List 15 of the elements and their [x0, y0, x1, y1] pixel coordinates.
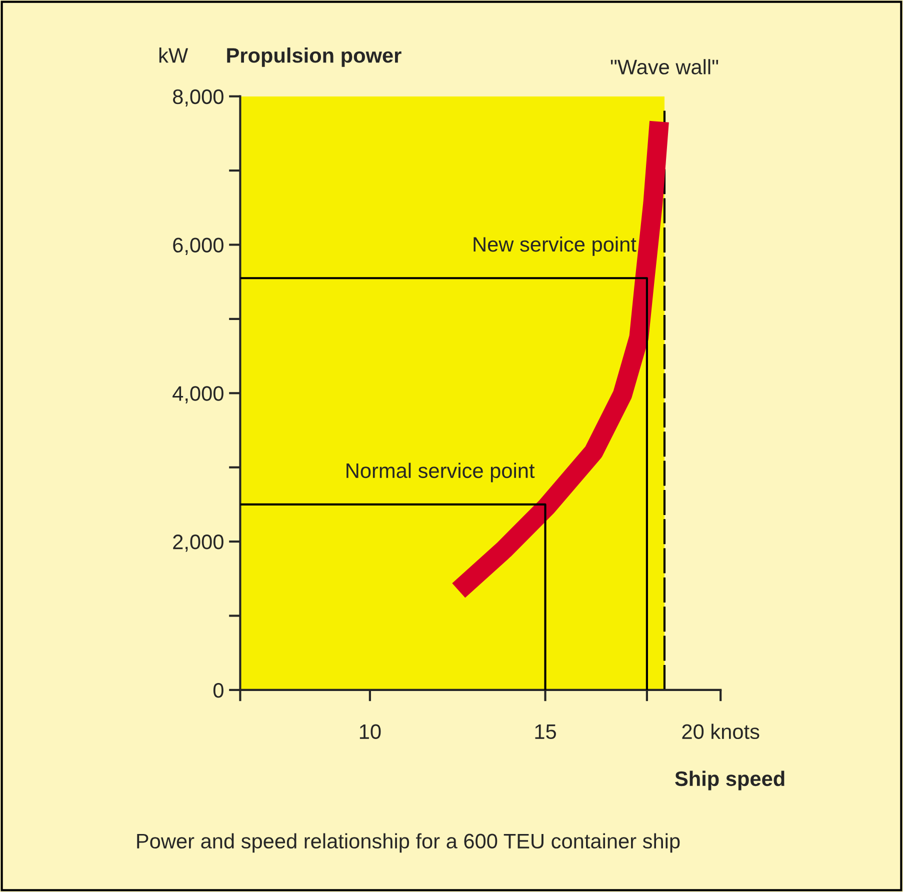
annotation: Normal service point — [346, 462, 535, 482]
y-tick-label: 0 — [213, 682, 224, 698]
y-tick-label: 6,000 — [173, 238, 224, 255]
x-axis-title: Ship speed — [675, 770, 784, 790]
y-tick-label: 2,000 — [173, 534, 224, 552]
x-tick-label: 10 — [360, 724, 381, 740]
text: Power and speed relationship for a 600 TEU container ship — [137, 833, 680, 853]
y-tick-label: 4,000 — [172, 386, 224, 404]
y-axis-title: kW — [159, 47, 188, 63]
ref-line-label: "Wave wall" — [610, 59, 718, 74]
x-tick-label: 15 — [535, 724, 556, 740]
y-tick-label: 8,000 — [173, 89, 224, 107]
x-tick-label: 20 knots — [682, 724, 760, 740]
annotation: New service point — [474, 236, 636, 256]
chart-title: Propulsion power — [227, 47, 402, 67]
